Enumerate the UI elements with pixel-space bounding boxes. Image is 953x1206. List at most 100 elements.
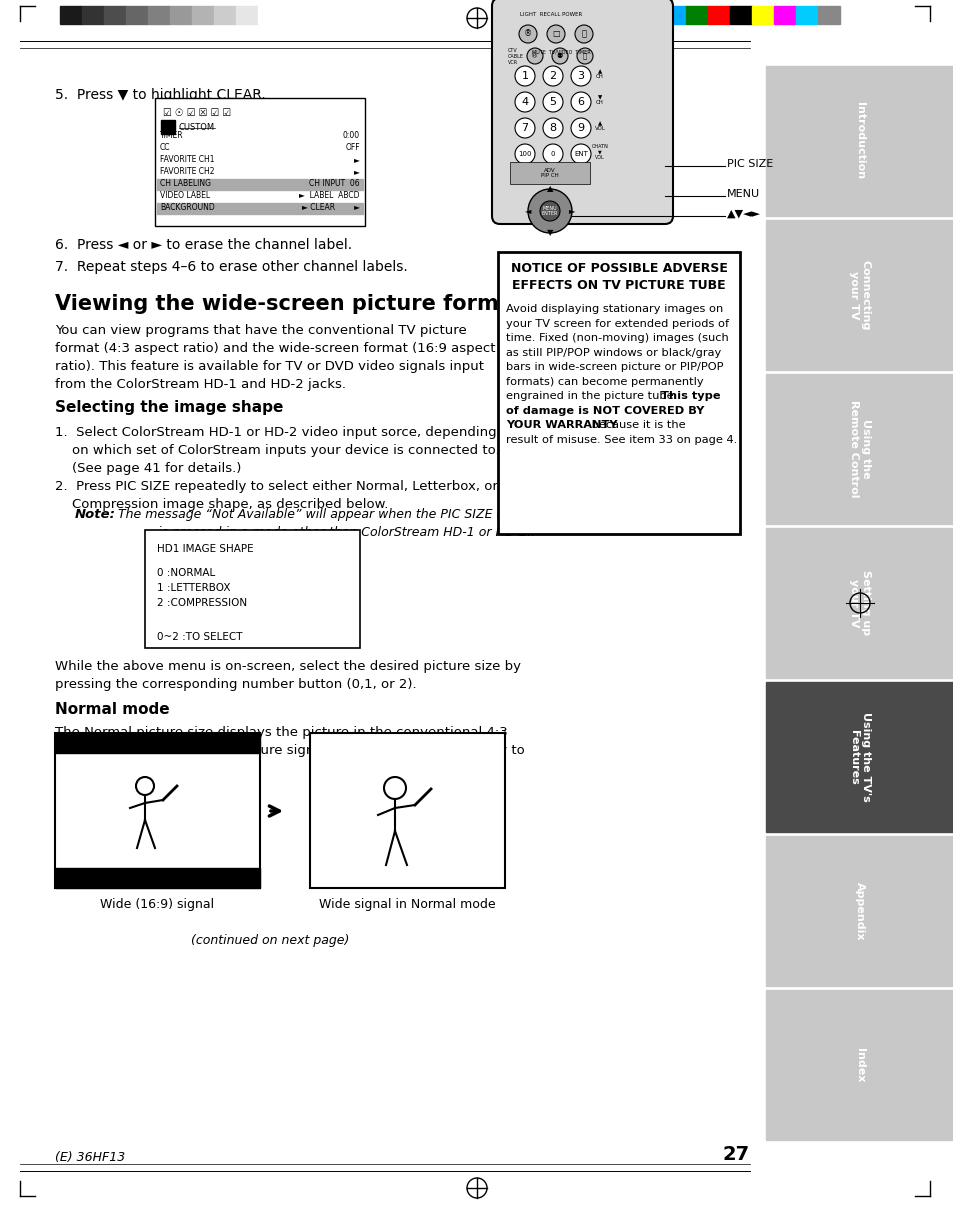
Text: 1: 1 xyxy=(521,71,528,81)
Text: CH LABELING: CH LABELING xyxy=(160,178,211,188)
Bar xyxy=(235,6,257,24)
Text: ▲: ▲ xyxy=(546,185,553,193)
Bar xyxy=(773,6,795,24)
Text: The message “Not Available” will appear when the PIC SIZE button
          is pr: The message “Not Available” will appear … xyxy=(118,508,537,539)
Bar xyxy=(170,6,192,24)
Text: (continued on next page): (continued on next page) xyxy=(191,933,349,947)
Bar xyxy=(663,6,685,24)
Circle shape xyxy=(542,66,562,86)
Bar xyxy=(161,121,174,134)
FancyBboxPatch shape xyxy=(492,0,672,224)
Text: 7.  Repeat steps 4–6 to erase other channel labels.: 7. Repeat steps 4–6 to erase other chann… xyxy=(55,260,407,274)
Text: ⓘ: ⓘ xyxy=(581,29,586,39)
Text: CHATN
▼
VOL: CHATN ▼ VOL xyxy=(591,144,608,160)
Text: ⌛: ⌛ xyxy=(582,53,586,59)
Text: ▲
CH: ▲ CH xyxy=(596,69,603,80)
Text: ▲▼◄►: ▲▼◄► xyxy=(726,209,760,219)
Text: 4: 4 xyxy=(521,96,528,107)
Bar xyxy=(157,203,363,213)
Bar xyxy=(817,6,840,24)
Text: Using the TV's
Features: Using the TV's Features xyxy=(848,712,870,802)
Circle shape xyxy=(546,25,564,43)
Text: 27: 27 xyxy=(722,1144,749,1164)
Text: 5: 5 xyxy=(549,96,556,107)
Text: ®: ® xyxy=(523,29,532,39)
Text: ◄: ◄ xyxy=(524,206,531,216)
Bar xyxy=(55,733,260,753)
Circle shape xyxy=(571,144,590,164)
Circle shape xyxy=(542,118,562,137)
Text: VIDEO LABEL: VIDEO LABEL xyxy=(160,191,210,200)
Text: ► CLEAR        ►: ► CLEAR ► xyxy=(302,203,359,212)
Bar xyxy=(157,178,363,191)
Bar xyxy=(765,990,953,1140)
Circle shape xyxy=(542,144,562,164)
Text: as still PIP/POP windows or black/gray: as still PIP/POP windows or black/gray xyxy=(505,347,720,357)
Bar xyxy=(82,6,104,24)
Bar xyxy=(213,6,235,24)
Text: ☑ ☉ ☑ ☒ ☑ ☑: ☑ ☉ ☑ ☒ ☑ ☑ xyxy=(163,109,231,118)
Text: Index: Index xyxy=(854,1048,864,1082)
Text: ADV
PIP CH: ADV PIP CH xyxy=(540,168,558,178)
Text: Selecting the image shape: Selecting the image shape xyxy=(55,400,283,415)
Circle shape xyxy=(526,48,542,64)
Bar xyxy=(765,374,953,523)
Text: MENU
ENTER: MENU ENTER xyxy=(541,205,558,216)
Bar xyxy=(55,868,260,888)
Text: ☐: ☐ xyxy=(552,29,559,39)
Text: result of misuse. See item 33 on page 4.: result of misuse. See item 33 on page 4. xyxy=(505,434,737,445)
Bar xyxy=(641,6,663,24)
Text: Connecting
your TV: Connecting your TV xyxy=(848,259,870,330)
Bar xyxy=(60,6,82,24)
Text: 0: 0 xyxy=(550,151,555,157)
Bar xyxy=(148,6,170,24)
Text: Note:: Note: xyxy=(75,508,115,521)
Bar xyxy=(154,98,365,226)
Bar xyxy=(619,6,641,24)
Text: engrained in the picture tube.: engrained in the picture tube. xyxy=(505,391,680,402)
Text: PIC SIZE: PIC SIZE xyxy=(726,159,773,169)
Text: Wide signal in Normal mode: Wide signal in Normal mode xyxy=(318,898,495,911)
Bar xyxy=(497,252,740,534)
Text: of damage is NOT COVERED BY: of damage is NOT COVERED BY xyxy=(505,405,703,416)
Text: YOUR WARRANTY: YOUR WARRANTY xyxy=(505,420,617,431)
Circle shape xyxy=(515,118,535,137)
Text: TIMER: TIMER xyxy=(160,131,183,140)
Text: OFF: OFF xyxy=(345,144,359,152)
Text: 0:00: 0:00 xyxy=(342,131,359,140)
Text: Wide (16:9) signal: Wide (16:9) signal xyxy=(100,898,213,911)
Circle shape xyxy=(577,48,593,64)
Bar xyxy=(104,6,126,24)
Text: your TV screen for extended periods of: your TV screen for extended periods of xyxy=(505,318,728,328)
Text: 7: 7 xyxy=(521,123,528,133)
Text: ▲
VOL: ▲ VOL xyxy=(594,121,605,131)
Circle shape xyxy=(527,189,572,233)
Bar xyxy=(765,528,953,678)
Text: CC: CC xyxy=(160,144,171,152)
Text: ®: ® xyxy=(531,53,538,59)
Text: Appendix: Appendix xyxy=(854,882,864,941)
Text: Normal mode: Normal mode xyxy=(55,702,170,718)
Circle shape xyxy=(515,144,535,164)
Bar xyxy=(126,6,148,24)
Bar xyxy=(765,683,953,832)
Text: (E) 36HF13: (E) 36HF13 xyxy=(55,1151,125,1164)
Text: 1.  Select ColorStream HD-1 or HD-2 video input sorce, depending
    on which se: 1. Select ColorStream HD-1 or HD-2 video… xyxy=(55,426,499,475)
Circle shape xyxy=(571,92,590,112)
Text: CUSTOM: CUSTOM xyxy=(179,123,214,131)
Text: 3: 3 xyxy=(577,71,584,81)
Text: Viewing the wide-screen picture formats: Viewing the wide-screen picture formats xyxy=(55,294,535,314)
Text: You can view programs that have the conventional TV picture
format (4:3 aspect r: You can view programs that have the conv… xyxy=(55,324,495,391)
Text: 2.  Press PIC SIZE repeatedly to select either Normal, Letterbox, or
    Compres: 2. Press PIC SIZE repeatedly to select e… xyxy=(55,480,497,511)
Text: The Normal picture size displays the picture in the conventional 4:3
aspect rati: The Normal picture size displays the pic… xyxy=(55,726,524,775)
Circle shape xyxy=(552,48,567,64)
Text: CH INPUT  06: CH INPUT 06 xyxy=(309,178,359,188)
Bar xyxy=(729,6,751,24)
Circle shape xyxy=(571,66,590,86)
Text: MUTE  TV/VIDEO  TIMER: MUTE TV/VIDEO TIMER xyxy=(532,49,590,54)
Text: Avoid displaying stationary images on: Avoid displaying stationary images on xyxy=(505,304,722,314)
Bar xyxy=(192,6,213,24)
Text: NOTICE OF POSSIBLE ADVERSE
EFFECTS ON TV PICTURE TUBE: NOTICE OF POSSIBLE ADVERSE EFFECTS ON TV… xyxy=(510,262,727,292)
Circle shape xyxy=(575,25,593,43)
Text: ►: ► xyxy=(354,166,359,176)
